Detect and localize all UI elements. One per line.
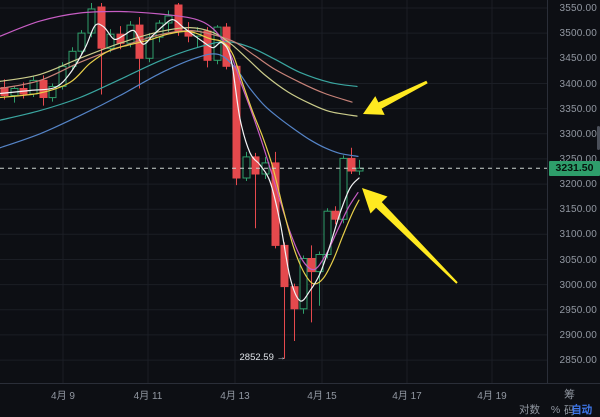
candle-up: [315, 254, 324, 273]
candle-down: [251, 156, 260, 175]
scale-settings-bar: 对数 % 自动: [519, 402, 592, 417]
y-axis-tick-label: 3100.00: [559, 229, 597, 241]
annotation-arrow-1: [363, 80, 428, 115]
low-price-annotation: 2852.59 →: [240, 352, 286, 363]
current-price-tag: 3231.50: [549, 161, 600, 176]
candle-up: [242, 156, 251, 179]
ma-yellow-line: [0, 30, 360, 285]
x-axis-tick-label: 4月 19: [477, 391, 507, 402]
candle-up: [68, 50, 77, 67]
y-axis-tick-label: 2850.00: [559, 355, 597, 367]
y-axis-tick-label: 2900.00: [559, 329, 597, 341]
annotation-arrow-2: [362, 188, 458, 284]
y-axis-tick-label: 3450.00: [559, 53, 597, 65]
ma-teal-line: [0, 41, 358, 121]
y-axis-tick-label: 2950.00: [559, 304, 597, 316]
x-axis-tick-label: 4月 15: [307, 391, 337, 402]
ma-blue-line: [0, 53, 359, 157]
candle-up: [355, 167, 364, 172]
y-axis-tick-label: 3350.00: [559, 103, 597, 115]
y-axis-tick-label: 3200.00: [559, 179, 597, 191]
axis-corner-buttons[interactable]: 筹码: [564, 386, 600, 417]
y-axis-tick-label: 3300.00: [559, 128, 597, 140]
candle-down: [271, 162, 280, 246]
candle-up: [48, 86, 57, 99]
y-axis-tick-label: 3550.00: [559, 3, 597, 14]
candle-up: [299, 258, 308, 310]
time-axis[interactable]: 4月 9 4月 11 4月 13 4月 15 4月 17 4月 19 筹码 对数 % 自动: [0, 383, 600, 417]
y-axis-tick-label: 3050.00: [559, 254, 597, 266]
candle-up: [106, 33, 115, 49]
ma-khaki-line: [0, 26, 358, 117]
x-axis-tick-label: 4月 13: [220, 391, 250, 402]
x-axis-tick-label: 4月 11: [133, 391, 163, 402]
candlestick-plot-area[interactable]: 2852.59 →: [0, 0, 547, 383]
ma-white-line: [0, 18, 360, 302]
auto-scale-button[interactable]: 自动: [571, 404, 593, 416]
candle-down: [307, 258, 316, 273]
candle-down: [280, 244, 289, 288]
x-axis-tick-label: 4月 17: [392, 391, 422, 402]
percent-scale-button[interactable]: %: [550, 404, 561, 416]
y-axis-tick-label: 3500.00: [559, 28, 597, 40]
current-price-value: 3231.50: [555, 162, 594, 174]
candle-down: [174, 4, 183, 32]
ma-salmon-line: [0, 29, 353, 103]
corner-chip-1[interactable]: 筹: [564, 389, 583, 401]
y-axis-tick-label: 3400.00: [559, 78, 597, 90]
log-scale-button[interactable]: 对数: [519, 404, 540, 416]
candle-down: [347, 157, 356, 172]
x-axis-tick-label: 4月 9: [51, 391, 75, 402]
y-axis-tick-label: 3000.00: [559, 279, 597, 291]
candle-up: [339, 157, 348, 220]
candle-up: [77, 32, 86, 52]
y-axis-tick-label: 3150.00: [559, 204, 597, 216]
y-axis-tick-label: 3250.00: [559, 153, 597, 165]
price-axis-scrollbar-thumb[interactable]: [597, 126, 600, 150]
ma-magenta-line: [0, 10, 359, 271]
candle-down: [232, 65, 241, 179]
corner-chip-2[interactable]: 码: [564, 405, 583, 417]
price-axis[interactable]: 3550.00 3500.00 3450.00 3400.00 3350.00 3300.…: [547, 0, 600, 383]
